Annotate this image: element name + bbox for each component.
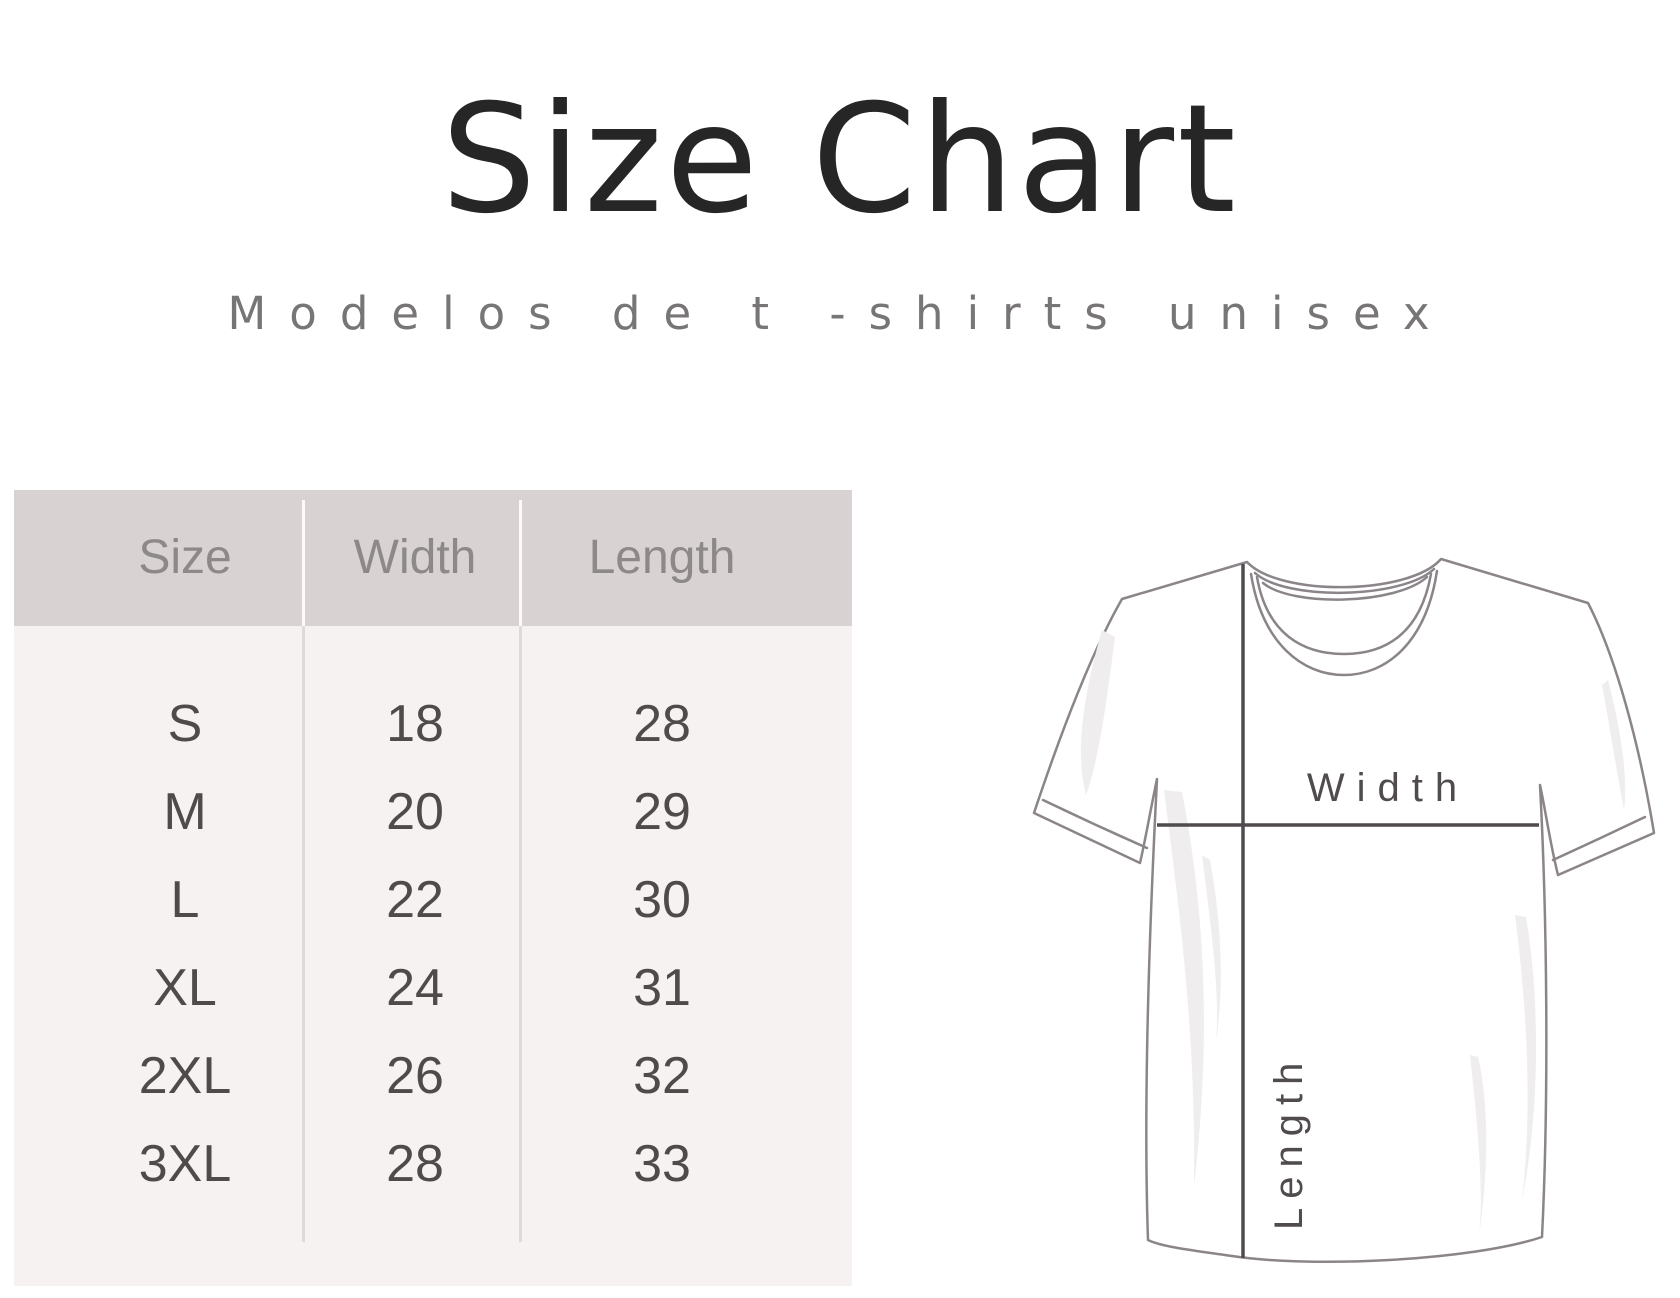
table-row: S 18 28 [14,694,852,754]
size-table: Size Width Length S 18 28 M 20 29 L 22 3… [14,490,852,1286]
width-value: 24 [386,959,444,1017]
width-value: 20 [386,783,444,841]
header-divider [302,500,305,626]
length-value: 30 [633,871,691,929]
cuff-lines [1041,798,1647,862]
length-value: 28 [633,695,691,753]
width-value: 26 [386,1047,444,1105]
table-header-row: Size Width Length [14,490,852,626]
tshirt-illustration: Width Length [1032,557,1656,1263]
column-header-width: Width [353,531,477,584]
length-label: Length [1267,1054,1311,1230]
collar-lines [1249,567,1439,677]
size-value: 2XL [138,1047,232,1105]
size-value: M [163,783,207,841]
length-value: 33 [633,1135,691,1193]
width-value: 18 [386,695,444,753]
table-row: 3XL 28 33 [14,1134,852,1194]
column-header-length: Length [588,531,736,584]
column-header-size: Size [138,531,232,584]
length-value: 32 [633,1047,691,1105]
width-value: 22 [386,871,444,929]
tshirt-diagram: Width Length [950,495,1660,1270]
tshirt-body-outline [1032,557,1656,1263]
table-row: 2XL 26 32 [14,1046,852,1106]
size-value: 3XL [138,1135,232,1193]
size-value: XL [153,959,217,1017]
size-value: S [167,695,203,753]
header-divider [519,500,522,626]
column-divider [519,626,522,1242]
size-value: L [170,871,200,929]
table-row: M 20 29 [14,782,852,842]
length-value: 31 [633,959,691,1017]
table-row: L 22 30 [14,870,852,930]
width-value: 28 [386,1135,444,1193]
table-row: XL 24 31 [14,958,852,1018]
length-value: 29 [633,783,691,841]
fold-shading [1080,630,1626,1243]
page-title: Size Chart [441,73,1239,247]
width-label: Width [1307,766,1469,810]
page-subtitle: Modelos de t -shirts unisex [227,287,1453,340]
column-divider [302,626,305,1242]
